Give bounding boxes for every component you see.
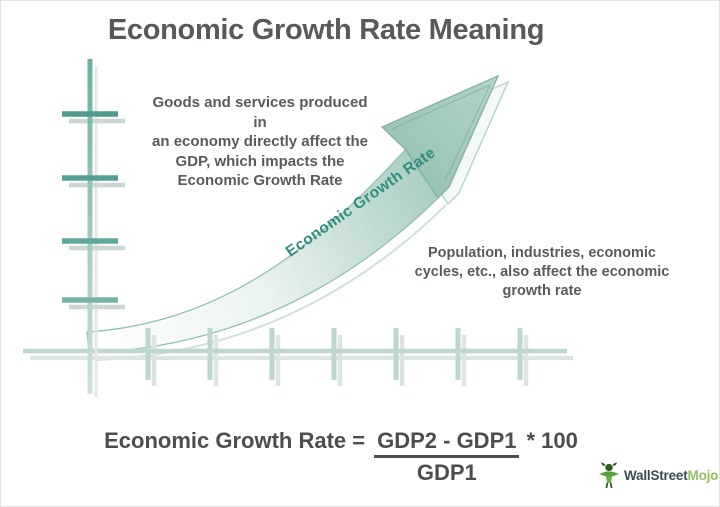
bull-icon <box>599 462 619 489</box>
formula-fraction: GDP2 - GDP1 GDP1 <box>374 428 520 487</box>
annotation-line: Population, industries, economic <box>428 245 656 261</box>
wallstreetmojo-logo: WallStreet Mojo <box>598 462 718 489</box>
y-axis <box>62 59 118 394</box>
annotation-line: GDP, which impacts the <box>175 152 345 170</box>
x-axis <box>23 328 567 380</box>
annotation-line: Economic Growth Rate <box>177 172 343 189</box>
formula-numerator: GDP2 - GDP1 <box>374 428 520 459</box>
annotation-population: Population, industries, economic cycles,… <box>413 244 671 301</box>
annotation-line: an economy directly affect the <box>152 133 368 150</box>
growth-rate-formula: Economic Growth Rate = GDP2 - GDP1 GDP1 … <box>96 428 586 487</box>
formula-denominator: GDP1 <box>416 460 477 486</box>
y-axis-shadow <box>69 67 125 397</box>
page-title: Economic Growth Rate Meaning <box>107 14 545 46</box>
arrow-body-shadow-icon <box>96 204 447 361</box>
annotation-line: cycles, etc., also affect the economic <box>414 264 670 280</box>
logo-text-wallstreet: WallStreet <box>624 468 688 483</box>
annotation-goods-services: Goods and services produced in an econom… <box>144 93 376 191</box>
x-axis-shadow <box>30 335 573 386</box>
growth-arrow-head-icon <box>380 74 500 200</box>
logo-text-mojo: Mojo <box>687 468 719 483</box>
formula-lhs: Economic Growth Rate = <box>104 428 366 453</box>
annotation-line: growth rate <box>502 283 582 299</box>
annotation-line: Goods and services produced in <box>152 94 368 131</box>
arrow-head-bevel <box>391 84 491 182</box>
formula-multiplier: * 100 <box>526 428 578 453</box>
